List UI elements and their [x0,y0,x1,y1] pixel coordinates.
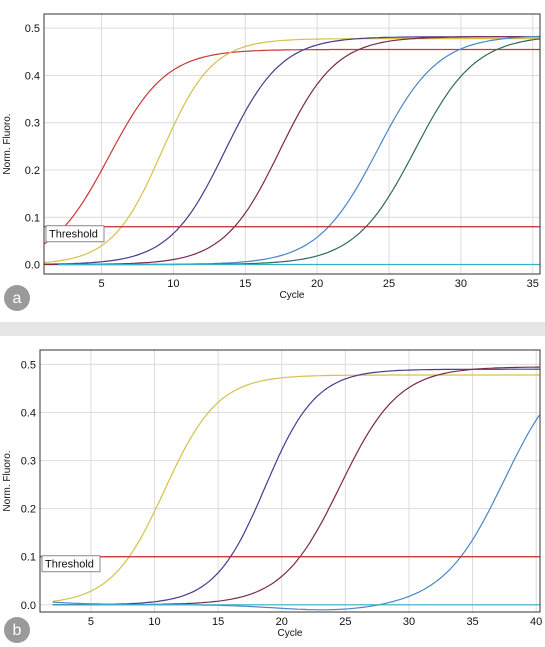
plot-frame [39,349,541,613]
threshold-label-box [41,555,101,573]
panel-badge [4,285,30,311]
y-axis-title: Norm. Fluoro. [2,113,13,174]
y-tick-label: 0.0 [21,600,36,612]
series-line [52,374,540,602]
x-tick-label: 5 [98,278,104,290]
x-tick-label: 30 [455,278,467,290]
series-line [43,37,540,264]
series-line [44,36,540,266]
series-line [52,366,540,606]
panel-a: Threshold 5 10 15 20 25 30 35 0.0 0.1 0.2 0.3 0.4 0.5… [0,0,545,318]
y-tick-label: 0.4 [25,70,40,82]
plot-frame [43,13,541,275]
threshold-label-box [45,225,105,243]
series-line [52,414,540,611]
x-tick-label: 10 [167,278,179,290]
panel-b: Threshold 5 10 15 20 25 30 35 40 0.0 0.1 0.2 0.3 0.4 0… [0,340,545,647]
series-line [58,35,541,266]
x-tick-label: 15 [212,616,224,628]
x-tick-label: 5 [88,616,94,628]
series-line [58,38,541,266]
threshold-label: Threshold [45,559,94,571]
x-tick-label: 20 [276,616,288,628]
panel-badge-label: a [13,290,22,307]
y-tick-label: 0.5 [21,359,36,371]
x-tick-label: 30 [403,616,415,628]
series-line [43,48,540,245]
x-axis-title: Cycle [279,290,304,301]
y-tick-label: 0.2 [25,165,40,177]
x-axis-title: Cycle [277,628,302,639]
panel-divider [0,322,545,336]
x-tick-label: 15 [239,278,251,290]
y-tick-label: 0.1 [21,552,36,564]
series-line [52,368,540,606]
x-tick-label: 35 [527,278,539,290]
y-tick-label: 0.3 [21,456,36,468]
panel-badge-label: b [13,622,22,639]
y-tick-label: 0.5 [25,23,40,35]
y-tick-label: 0.0 [25,260,40,272]
x-tick-label: 40 [530,616,542,628]
x-tick-label: 20 [311,278,323,290]
x-tick-label: 25 [383,278,395,290]
amplification-chart-b: Threshold 5 10 15 20 25 30 35 40 0.0 0.1 0.2 0.3 0.4 0… [2,349,542,643]
y-tick-label: 0.1 [25,212,40,224]
x-tick-label: 25 [339,616,351,628]
panel-badge [4,617,30,643]
y-tick-label: 0.2 [21,504,36,516]
x-tick-label: 35 [466,616,478,628]
amplification-chart-a: Threshold 5 10 15 20 25 30 35 0.0 0.1 0.2 0.3 0.4 0.5… [2,13,541,311]
y-tick-label: 0.4 [21,407,36,419]
threshold-label: Threshold [49,229,98,241]
y-tick-label: 0.3 [25,118,40,130]
y-axis-title: Norm. Fluoro. [2,450,13,511]
x-tick-label: 10 [148,616,160,628]
